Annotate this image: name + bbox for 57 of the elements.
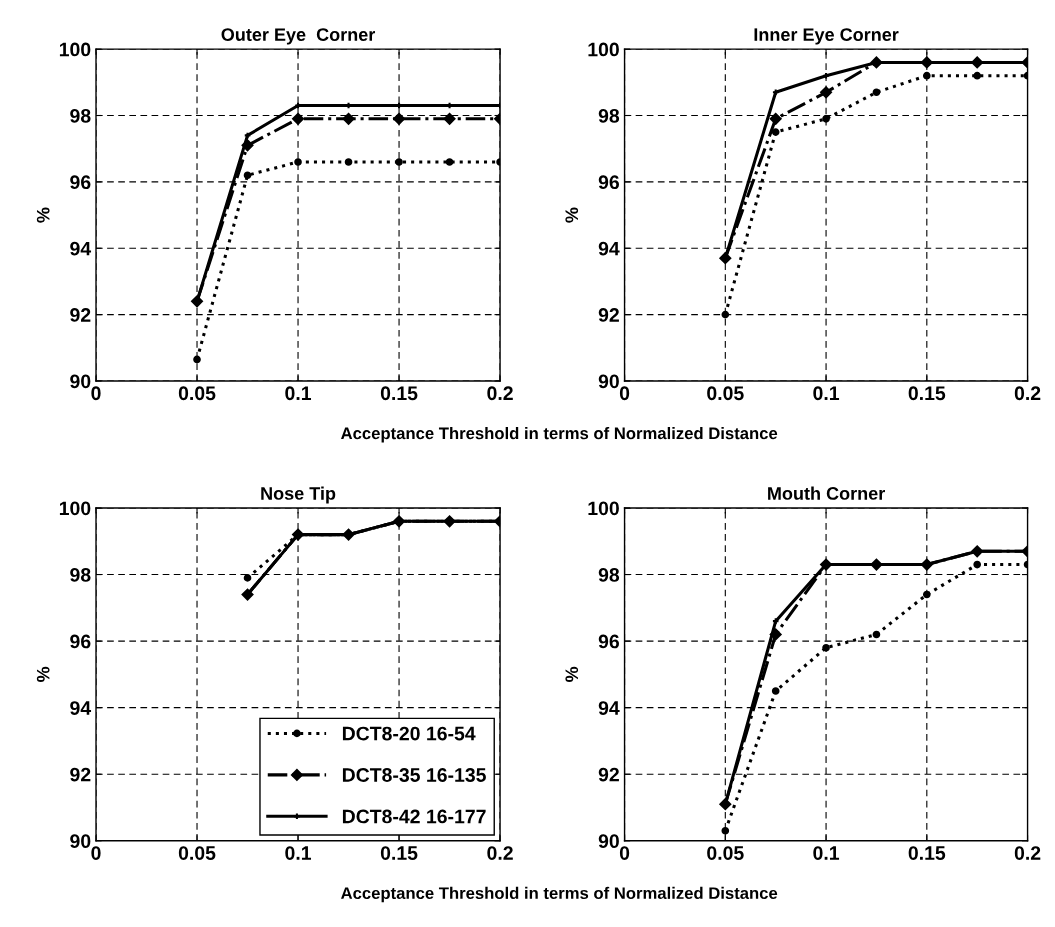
legend-label: DCT8-35 16-135 [342, 768, 486, 782]
y-tick-label: 100 [59, 501, 91, 516]
x-tick-label: 0.05 [178, 846, 216, 860]
y-tick-label: 98 [598, 568, 620, 582]
y-tick-label: 96 [70, 175, 91, 190]
x-tick-label: 0.1 [285, 386, 312, 401]
x-tick-label: 0.2 [1014, 386, 1041, 401]
y-tick-label: 92 [70, 767, 91, 782]
y-tick-label: 94 [598, 701, 620, 715]
x-tick-label: 0 [91, 386, 101, 401]
x-tick-label: 0.2 [487, 846, 513, 860]
y-tick-label: 100 [588, 42, 619, 57]
x-tick-label: 0.2 [487, 386, 513, 401]
y-tick-label: 94 [70, 701, 92, 715]
legend-label: DCT8-20 16-54 [342, 726, 476, 741]
y-axis-title: % [36, 666, 50, 682]
x-tick-label: 0.15 [908, 846, 946, 860]
x-tick-label: 0.2 [1014, 846, 1041, 860]
x-axis-title: Acceptance Threshold in terms of Normalized Distance [341, 886, 778, 903]
y-tick-label: 90 [70, 834, 91, 849]
y-tick-label: 96 [598, 175, 619, 190]
y-tick-label: 100 [59, 42, 91, 57]
legend-label: DCT8-42 16-177 [342, 809, 486, 824]
y-tick-label: 98 [70, 568, 91, 582]
y-tick-label: 96 [70, 634, 91, 649]
y-tick-label: 100 [588, 501, 619, 516]
x-tick-label: 0.15 [380, 846, 418, 860]
y-tick-label: 92 [70, 308, 91, 322]
chart-title: Inner Eye Corner [754, 28, 899, 45]
chart-title: Nose Tip [261, 486, 336, 504]
x-axis-title: Acceptance Threshold in terms of Normalized Distance [341, 426, 778, 443]
y-tick-label: 98 [70, 108, 91, 123]
y-tick-label: 96 [598, 634, 619, 649]
x-tick-label: 0.1 [813, 386, 840, 401]
x-tick-label: 0.05 [707, 386, 744, 401]
y-axis-title: % [565, 666, 579, 682]
x-tick-label: 0.05 [178, 386, 216, 401]
y-tick-label: 90 [598, 834, 619, 849]
y-tick-label: 94 [70, 241, 92, 256]
y-tick-label: 90 [598, 374, 619, 389]
x-tick-label: 0 [619, 386, 630, 401]
y-axis-title: % [36, 207, 50, 223]
y-axis-title: % [565, 207, 579, 223]
y-tick-label: 94 [598, 241, 620, 256]
y-tick-label: 90 [70, 374, 91, 389]
y-tick-label: 92 [598, 767, 619, 782]
chart-title: Outer Eye Corner [221, 28, 376, 45]
x-tick-label: 0.1 [285, 846, 312, 860]
x-tick-label: 0.05 [707, 846, 744, 860]
x-tick-label: 0.15 [908, 386, 946, 401]
x-tick-label: 0.15 [380, 386, 418, 401]
y-tick-label: 98 [598, 108, 620, 123]
x-tick-label: 0.1 [813, 846, 840, 860]
x-tick-label: 0 [91, 846, 101, 860]
x-tick-label: 0 [619, 846, 630, 860]
chart-title: Mouth Corner [768, 486, 885, 500]
y-tick-label: 92 [598, 308, 619, 322]
